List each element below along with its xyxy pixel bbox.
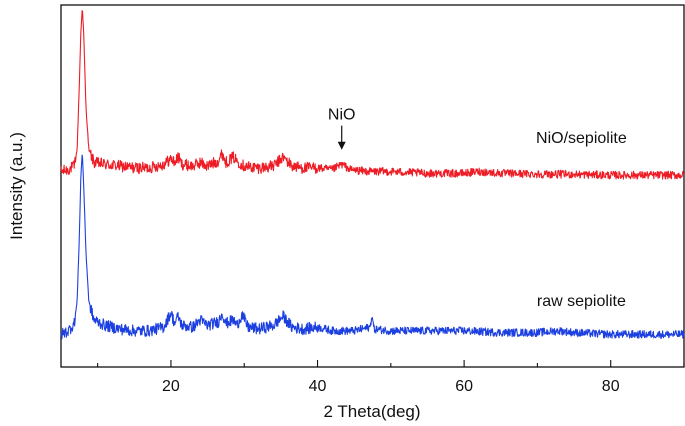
series-line-raw-sepiolite — [60, 154, 685, 340]
x-ticks: 20 40 60 80 — [97, 360, 685, 395]
plot-frame — [60, 4, 685, 368]
series-label: NiO/sepiolite — [536, 130, 627, 147]
x-axis-title: 2 Theta(deg) — [323, 402, 420, 421]
y-axis-title: Intensity (a.u.) — [7, 132, 26, 240]
x-tick-label: 20 — [162, 378, 180, 395]
x-tick-label: 60 — [455, 378, 473, 395]
series-line-nio-sepiolite — [60, 10, 685, 180]
nio-arrow-head — [337, 141, 346, 150]
series-layer — [60, 10, 685, 340]
annotations: NiO/sepiolite raw sepiolite NiO — [328, 107, 627, 310]
nio-peak-label: NiO — [328, 107, 356, 124]
series-label: raw sepiolite — [537, 293, 626, 310]
x-tick-label: 40 — [309, 378, 327, 395]
x-tick-label: 80 — [602, 378, 620, 395]
